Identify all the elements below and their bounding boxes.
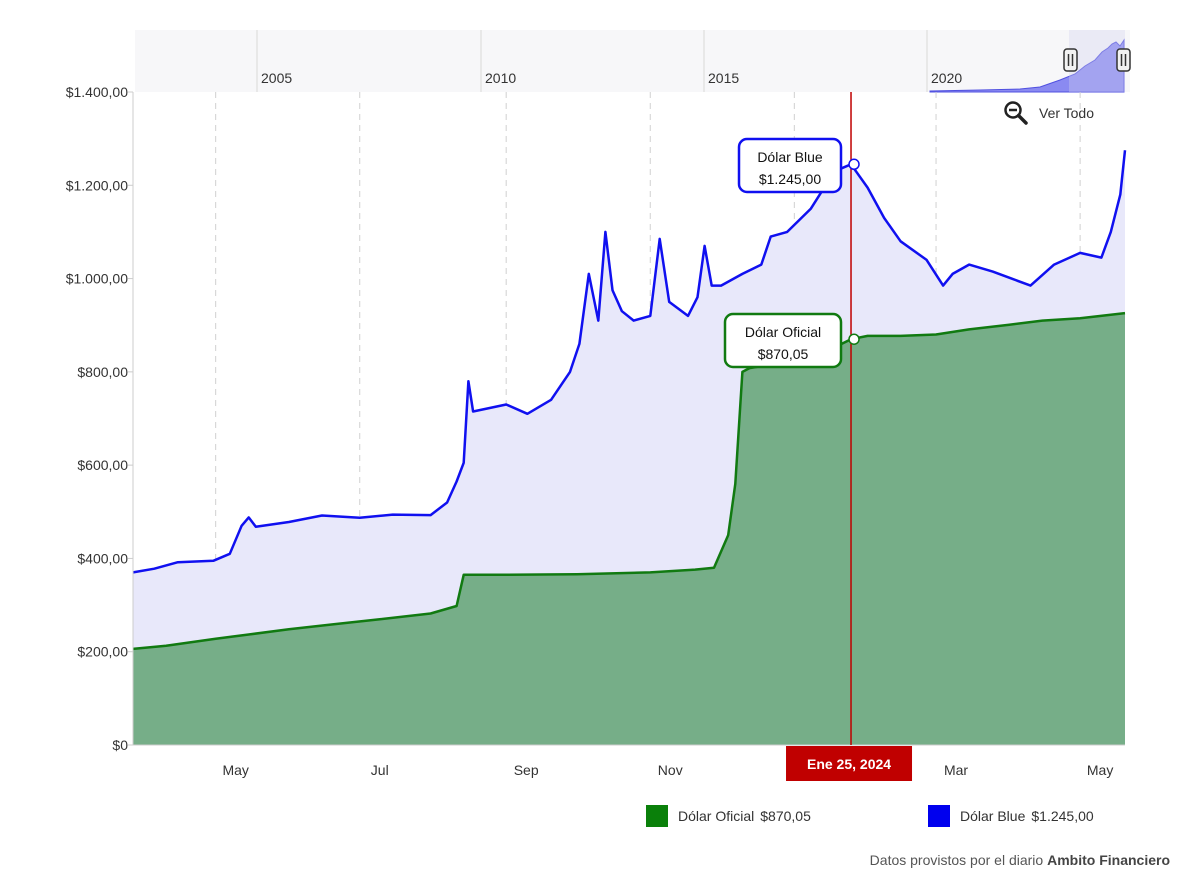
y-tick-label: $1.400,00 (66, 84, 128, 100)
y-tick-label: $1.200,00 (66, 177, 128, 193)
credits-source: Ambito Financiero (1047, 852, 1170, 868)
navigator-year-label: 2020 (931, 70, 962, 86)
navigator-background[interactable] (135, 30, 1130, 92)
blue-hover-marker (848, 158, 860, 171)
blue-tooltip: Dólar Blue $1.245,00 (737, 137, 843, 194)
crosshair-date-label: Ene 25, 2024 (786, 746, 913, 781)
zoom-out-icon (1004, 101, 1028, 125)
credits[interactable]: Datos provistos por el diario Ambito Fin… (870, 852, 1170, 868)
navigator-year-label: 2015 (708, 70, 739, 86)
svg-text:Ene 25, 2024: Ene 25, 2024 (807, 756, 891, 772)
navigator-area (929, 38, 1125, 93)
legend-blue-value: $1.245,00 (1031, 808, 1094, 824)
blue-tooltip-name: Dólar Blue (757, 149, 823, 165)
reset-zoom-button[interactable]: Ver Todo (1003, 100, 1094, 126)
y-tick-label: $800,00 (77, 364, 128, 380)
oficial-tooltip-value: $870,05 (758, 346, 809, 362)
legend-swatch-blue (928, 805, 950, 827)
x-tick-label: Mar (944, 762, 968, 778)
blue-tooltip-value: $1.245,00 (759, 171, 821, 187)
x-tick-label: Sep (514, 762, 539, 778)
y-tick-label: $1.000,00 (66, 271, 128, 287)
x-tick-label: Nov (658, 762, 683, 778)
oficial-series-line[interactable] (132, 311, 1126, 651)
oficial-tooltip: Dólar Oficial $870,05 (723, 312, 843, 369)
blue-series-line[interactable] (132, 150, 1127, 574)
oficial-series-area (133, 313, 1125, 745)
navigator-selection[interactable] (1069, 30, 1125, 92)
y-tick-label: $400,00 (77, 550, 128, 566)
navigator-year-label: 2010 (485, 70, 516, 86)
reset-zoom-label: Ver Todo (1039, 105, 1095, 121)
legend-oficial-name: Dólar Oficial (678, 808, 755, 824)
credits-prefix: Datos provistos por el diario (869, 852, 1048, 868)
navigator-handle-left[interactable] (1063, 48, 1078, 72)
legend-blue-name: Dólar Blue (960, 808, 1026, 824)
navigator-handle-right[interactable] (1116, 48, 1131, 72)
x-tick-label: May (1087, 762, 1113, 778)
y-tick-label: $200,00 (77, 644, 128, 660)
legend-item-blue[interactable]: Dólar Blue $1.245,00 (928, 802, 1094, 830)
x-tick-label: Jul (371, 762, 389, 778)
oficial-tooltip-name: Dólar Oficial (745, 324, 821, 340)
y-tick-label: $600,00 (77, 457, 128, 473)
oficial-hover-marker (848, 333, 860, 345)
legend-swatch-oficial (646, 805, 668, 827)
legend-item-oficial[interactable]: Dólar Oficial $870,05 (646, 802, 811, 830)
x-tick-label: May (222, 762, 248, 778)
legend-oficial-value: $870,05 (760, 808, 811, 824)
navigator-year-label: 2005 (261, 70, 292, 86)
y-tick-label: $0 (112, 737, 128, 753)
